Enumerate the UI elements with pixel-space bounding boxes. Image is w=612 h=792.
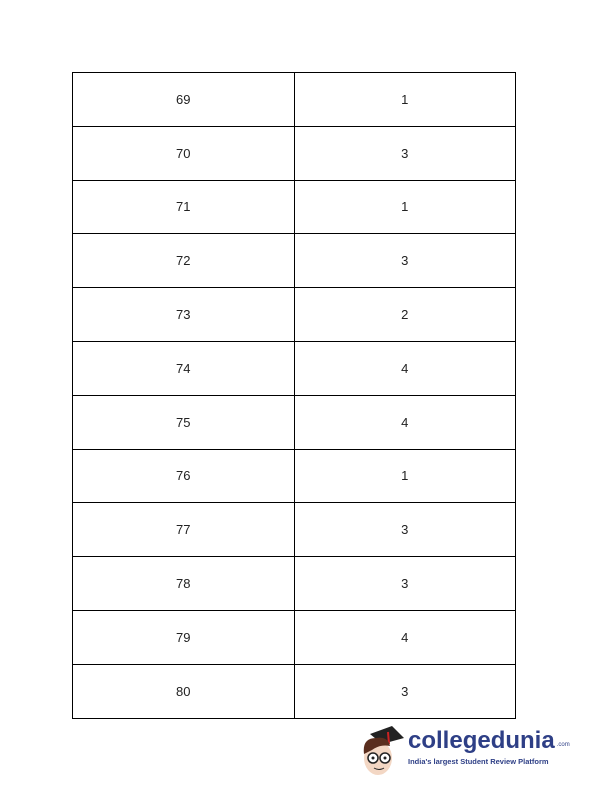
brand-domain: .com [556,741,570,748]
table-cell-value: 74 [72,340,295,396]
table-cell-count: 2 [293,287,516,342]
mascot-icon [363,726,404,775]
table-cell-count: 3 [293,233,516,289]
table-row: 76 1 [72,448,516,504]
table-cell-value: 76 [72,448,295,504]
table-cell-value: 70 [72,125,295,181]
table-row: 78 3 [72,556,516,611]
table-row: 75 4 [72,394,516,450]
table-cell-count: 4 [293,609,516,665]
table-cell-value: 79 [72,609,295,665]
table-row: 70 3 [72,125,516,181]
table-cell-value: 80 [72,663,295,719]
data-table: 69 1 70 3 71 1 72 3 73 2 74 4 75 4 76 1 77 3 78 3 79 4 80 3 [72,72,516,719]
table-cell-count: 1 [293,448,516,504]
table-row: 72 3 [72,233,516,289]
table-cell-value: 71 [72,179,295,235]
table-cell-count: 4 [293,394,516,450]
brand-row: collegedunia .com [408,727,570,754]
table-row: 77 3 [72,502,516,558]
table-cell-count: 3 [293,556,516,611]
table-cell-count: 1 [293,72,516,127]
table-row: 71 1 [72,179,516,235]
table-cell-value: 78 [72,556,295,611]
table-cell-value: 72 [72,233,295,289]
table-cell-value: 77 [72,502,295,558]
table-row: 73 2 [72,287,516,342]
table-cell-count: 3 [293,502,516,558]
table-row: 80 3 [72,663,516,719]
logo-text: collegedunia .com India's largest Studen… [408,727,570,767]
table-cell-value: 69 [72,72,295,127]
table-row: 74 4 [72,340,516,396]
table-row: 79 4 [72,609,516,665]
table-cell-value: 75 [72,394,295,450]
collegedunia-logo: collegedunia .com India's largest Studen… [360,724,590,780]
table-cell-count: 3 [293,663,516,719]
table-cell-count: 1 [293,179,516,235]
table-cell-value: 73 [72,287,295,342]
brand-tagline: India's largest Student Review Platform [408,757,549,767]
table-cell-count: 4 [293,340,516,396]
table-cell-count: 3 [293,125,516,181]
table-row: 69 1 [72,72,516,127]
brand-name: collegedunia [408,727,555,754]
